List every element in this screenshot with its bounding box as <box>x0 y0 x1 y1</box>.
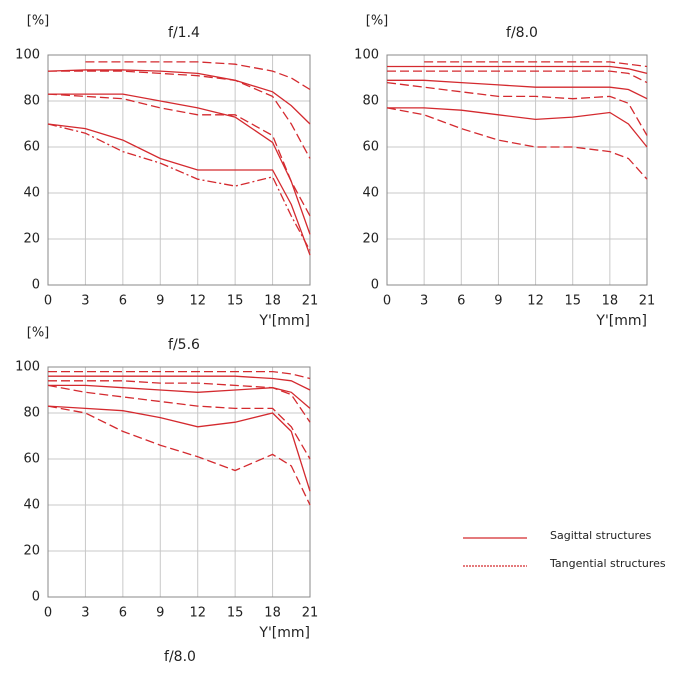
mtf-line <box>48 370 311 380</box>
x-tick-label: 15 <box>227 294 244 309</box>
mtf-line <box>386 107 648 180</box>
mtf-line <box>47 405 311 506</box>
y-tick-label: 40 <box>362 186 379 201</box>
mtf-line <box>48 70 311 159</box>
y-tick-label: 100 <box>15 48 40 63</box>
mtf-line <box>47 405 311 492</box>
y-tick-label: 0 <box>32 278 40 293</box>
y-tick-label: 80 <box>23 406 40 421</box>
chart-title: f/1.4 <box>168 25 200 41</box>
x-tick-label: 15 <box>227 606 244 621</box>
caption: f/8.0 <box>164 649 196 665</box>
mtf-line <box>386 81 648 136</box>
y-tick-label: 0 <box>371 278 379 293</box>
x-tick-label: 21 <box>302 606 319 621</box>
plot-area <box>386 54 648 286</box>
x-tick-label: 3 <box>81 606 89 621</box>
y-tick-label: 60 <box>23 140 40 155</box>
y-axis-label: [%] <box>27 14 50 29</box>
x-tick-label: 21 <box>639 294 656 309</box>
chart-title: f/8.0 <box>506 25 538 41</box>
y-tick-label: 80 <box>362 94 379 109</box>
y-tick-label: 0 <box>32 590 40 605</box>
x-tick-label: 0 <box>44 606 52 621</box>
x-tick-label: 12 <box>189 606 206 621</box>
mtf-line <box>48 380 311 423</box>
y-tick-label: 40 <box>23 498 40 513</box>
y-tick-label: 100 <box>354 48 379 63</box>
x-tick-label: 3 <box>420 294 428 309</box>
x-tick-label: 0 <box>44 294 52 309</box>
mtf-line <box>48 384 311 409</box>
mtf-line <box>387 65 648 75</box>
x-tick-label: 12 <box>189 294 206 309</box>
y-tick-label: 100 <box>15 360 40 375</box>
chart: 0 3 6 9 12 15 18 21 0 20 40 60 80 100 f/8.0 [%] Y'[mm] <box>354 14 655 330</box>
x-tick-label: 0 <box>383 294 391 309</box>
mtf-line <box>47 123 311 256</box>
y-axis-label: [%] <box>366 14 389 29</box>
y-tick-label: 20 <box>362 232 379 247</box>
mtf-line <box>387 70 648 84</box>
mtf-line <box>47 123 311 251</box>
y-tick-label: 60 <box>362 140 379 155</box>
y-tick-label: 80 <box>23 94 40 109</box>
y-tick-label: 60 <box>23 452 40 467</box>
x-tick-label: 9 <box>156 294 164 309</box>
plot-frame <box>47 366 311 598</box>
mtf-line <box>424 61 648 68</box>
chart: 0 3 6 9 12 15 18 21 0 20 40 60 80 100 f/5.6 [%] Y'[mm] <box>15 326 318 642</box>
mtf-line <box>48 375 311 391</box>
x-tick-label: 18 <box>602 294 619 309</box>
y-tick-label: 20 <box>23 544 40 559</box>
x-tick-label: 15 <box>564 294 581 309</box>
y-tick-label: 40 <box>23 186 40 201</box>
x-tick-label: 12 <box>527 294 544 309</box>
plot-frame <box>386 54 648 286</box>
mtf-line <box>48 93 311 235</box>
x-tick-label: 3 <box>81 294 89 309</box>
x-tick-label: 6 <box>119 294 127 309</box>
chart-title: f/5.6 <box>168 337 200 353</box>
plot-area <box>47 366 311 598</box>
x-tick-label: 9 <box>156 606 164 621</box>
x-tick-label: 18 <box>264 294 281 309</box>
mtf-line <box>47 69 311 125</box>
x-tick-label: 6 <box>119 606 127 621</box>
x-tick-label: 18 <box>264 606 281 621</box>
mtf-line <box>85 61 311 91</box>
mtf-line <box>387 79 648 100</box>
mtf-line <box>387 107 648 148</box>
x-axis-label: Y'[mm] <box>258 313 310 329</box>
x-tick-label: 9 <box>494 294 502 309</box>
mtf-line <box>47 384 311 460</box>
legend-label: Sagittal structures <box>550 529 652 542</box>
x-tick-label: 21 <box>302 294 319 309</box>
y-axis-label: [%] <box>27 326 50 341</box>
x-tick-label: 6 <box>457 294 465 309</box>
chart: 0 3 6 9 12 15 18 21 0 20 40 60 80 100 f/1.4 [%] Y'[mm] <box>15 14 318 330</box>
y-tick-label: 20 <box>23 232 40 247</box>
mtf-line <box>47 93 311 217</box>
plot-frame <box>47 54 311 286</box>
x-axis-label: Y'[mm] <box>258 625 310 641</box>
x-axis-label: Y'[mm] <box>595 313 647 329</box>
legend-label: Tangential structures <box>549 557 666 570</box>
